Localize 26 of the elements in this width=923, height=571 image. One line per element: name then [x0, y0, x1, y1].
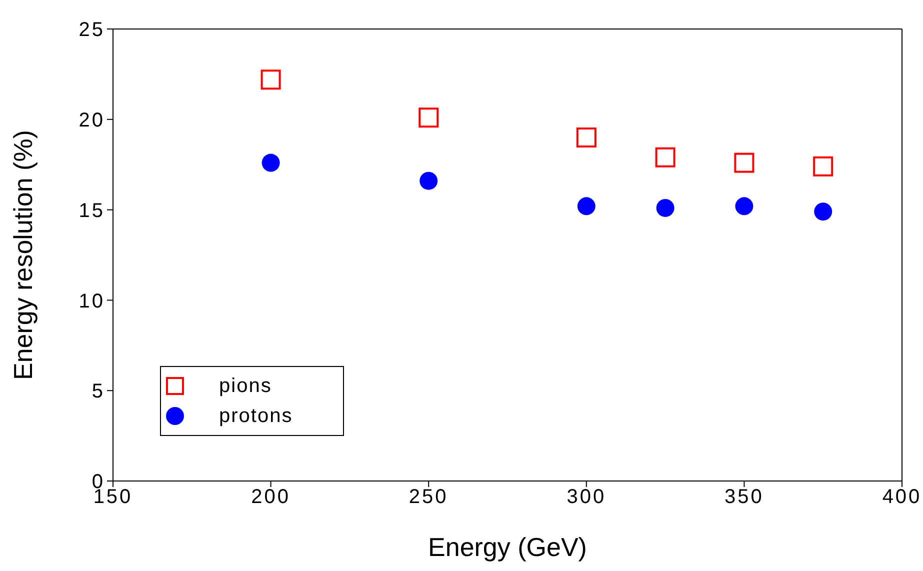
- point: [656, 198, 674, 217]
- point: [418, 108, 439, 128]
- x-tick-label: 300: [566, 486, 606, 508]
- legend-label: protons: [219, 404, 293, 428]
- point: [813, 156, 834, 176]
- point: [260, 70, 281, 90]
- y-tick-label: 10: [78, 290, 105, 312]
- x-tick-label: 250: [408, 486, 448, 508]
- point: [420, 172, 438, 190]
- x-axis-title: Energy (GeV): [428, 532, 587, 562]
- y-tick-label: 15: [78, 200, 105, 222]
- y-tick-label: 5: [92, 380, 105, 403]
- point: [262, 154, 280, 172]
- legend-label: pions: [219, 374, 272, 398]
- x-tick-label: 350: [724, 486, 764, 508]
- point: [814, 202, 832, 221]
- y-tick-label: 25: [78, 19, 105, 42]
- y-tick-label: 20: [78, 110, 105, 132]
- point: [734, 152, 754, 173]
- point: [576, 127, 596, 148]
- y-axis-title: Energy resolution (%): [8, 130, 38, 380]
- x-tick-label: 200: [251, 486, 290, 508]
- x-tick-label: 400: [882, 486, 922, 508]
- point: [655, 147, 676, 168]
- point: [577, 197, 596, 216]
- point: [735, 197, 754, 216]
